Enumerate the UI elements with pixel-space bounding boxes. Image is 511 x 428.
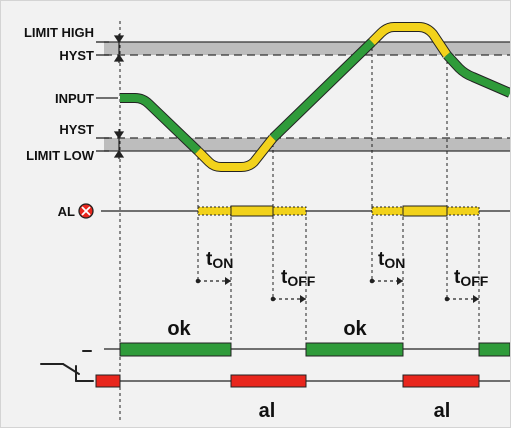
state-ok-label-2: ok	[343, 318, 367, 340]
label-alarm: AL	[58, 204, 75, 219]
relay-alarm-bars	[95, 374, 480, 388]
delay-arrowheads	[195, 277, 479, 303]
label-leaders	[96, 41, 118, 152]
alarm-x-circle-icon	[78, 203, 94, 219]
relay-switch-icon	[40, 350, 94, 382]
t-on-label-1: tON	[206, 249, 233, 271]
hysteresis-arrows	[113, 34, 125, 159]
label-hyst-top: HYST	[59, 48, 94, 63]
t-off-label-2: tOFF	[454, 267, 489, 289]
state-al-label-2: al	[434, 400, 451, 422]
input-signal	[120, 22, 510, 172]
time-markers	[119, 21, 480, 421]
alarm-active-bars	[230, 205, 448, 217]
upper-hysteresis-band	[104, 42, 510, 55]
label-limit-low: LIMIT LOW	[26, 148, 95, 163]
label-input: INPUT	[55, 91, 94, 106]
lower-hysteresis-band	[104, 138, 510, 151]
t-on-label-2: tON	[378, 249, 405, 271]
t-off-label-1: tOFF	[281, 267, 316, 289]
label-limit-high: LIMIT HIGH	[24, 25, 94, 40]
delay-dimensions	[198, 280, 479, 300]
state-ok-label-1: ok	[167, 318, 191, 340]
label-hyst-bottom: HYST	[59, 122, 94, 137]
state-al-label-1: al	[259, 400, 276, 422]
relay-ok-bars	[119, 342, 510, 357]
